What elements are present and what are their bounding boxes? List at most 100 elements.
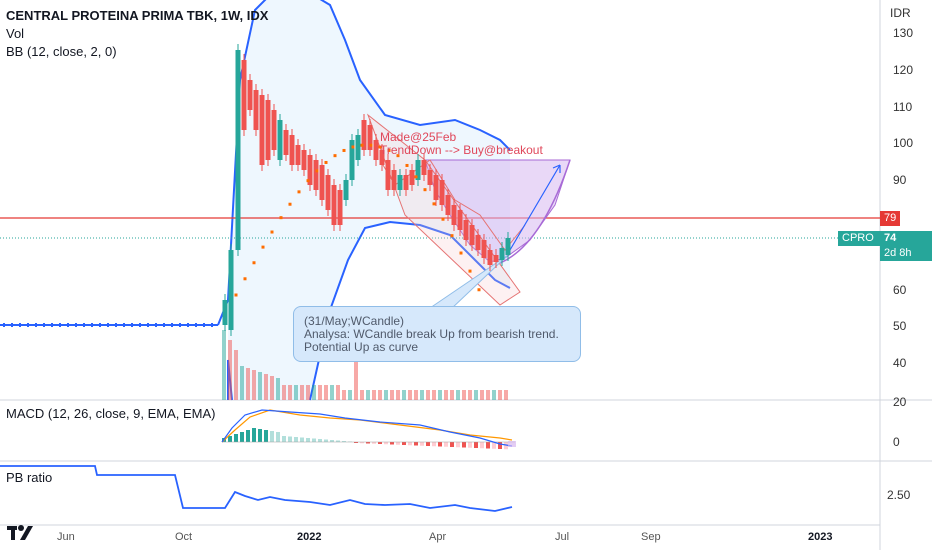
volume-bar [264,374,268,400]
candle-body [403,175,409,190]
candle-body [415,160,421,180]
price-tick-100: 100 [893,136,914,150]
candle-body [307,155,313,185]
candle-body [475,235,481,250]
bb-flat-marker [163,323,165,327]
candle-body [277,120,283,160]
macd-histogram-bar [336,440,340,442]
bb-flat-marker [131,323,133,327]
candle-body [319,165,325,200]
bb-flat-marker [211,323,213,327]
sar-marker [315,169,319,173]
volume-bar [294,385,298,400]
candle-body [451,205,457,225]
macd-label[interactable]: MACD (12, 26, close, 9, EMA, EMA) [6,406,216,421]
tradingview-logo-icon[interactable] [6,522,36,544]
pb-ratio-label[interactable]: PB ratio [6,470,53,485]
symbol-title[interactable]: CENTRAL PROTEINA PRIMA TBK, 1W, IDX [6,8,269,23]
macd-histogram-bar [420,442,424,446]
candle-body [295,145,301,165]
ticker-tag[interactable]: CPRO [838,231,880,246]
macd-histogram-bar [456,442,460,448]
macd-histogram-bar [270,431,274,442]
bb-flat-marker [187,323,189,327]
macd-histogram-bar [402,442,406,445]
sar-marker [369,143,373,147]
projection-arrow-head [552,164,561,173]
candle-body [241,60,247,130]
last-price-tag: 74 [880,231,932,246]
sar-marker [423,188,427,192]
macd-histogram-bar [492,442,496,449]
macd-histogram-bar [384,442,388,445]
macd-histogram-bar [462,442,466,448]
bb-indicator-label[interactable]: BB (12, close, 2, 0) [6,44,117,59]
candle-body [343,180,349,200]
macd-cup-marker [508,441,516,447]
candle-body [337,190,343,225]
bb-flat-marker [75,323,77,327]
macd-histogram-bar [276,432,280,442]
candle-body [499,248,505,260]
time-tick-oct: Oct [175,531,193,543]
macd-histogram-bar [228,436,232,442]
volume-bar [504,390,508,400]
candle-body [493,255,499,262]
macd-histogram-bar [252,428,256,442]
volume-bar [300,385,304,400]
candle-body [409,170,415,185]
cup-curve-line [494,159,571,266]
candle-body [325,175,331,210]
vol-indicator-label[interactable]: Vol [6,26,25,41]
candle-body [253,90,259,130]
candle-body [445,195,451,215]
macd-histogram-bar [324,439,328,442]
candle-body [259,95,265,165]
candle-body [222,300,228,325]
candle-body [481,240,487,258]
sar-marker [243,277,247,281]
macd-histogram-bar [330,440,334,442]
candle-body [373,140,379,160]
price-tick-50: 50 [893,319,907,333]
volume-bar [444,390,448,400]
annotation-made[interactable]: Made@25Feb [380,130,457,144]
bb-flat-marker [171,323,173,327]
bb-upper-band [217,0,511,326]
sar-marker [279,216,283,220]
candle-body [427,170,433,185]
macd-histogram-bar [318,439,322,442]
bb-fill [228,0,510,400]
macd-histogram-bar [450,442,454,447]
macd-histogram-bar [300,437,304,442]
macd-histogram-bar [438,442,442,447]
volume-bar [372,390,376,400]
macd-histogram-bar [414,442,418,446]
volume-bar [384,390,388,400]
volume-bar [288,385,292,400]
candle-body [457,210,463,230]
sar-marker [468,269,472,273]
macd-histogram-bar [282,436,286,442]
volume-bar [324,385,328,400]
macd-histogram-bar [432,442,436,447]
bb-flat-marker [203,323,205,327]
volume-bar [378,390,382,400]
analysis-callout[interactable]: (31/May;WCandle) Analysa: WCandle break … [293,306,581,362]
volume-bar [258,372,262,400]
sar-marker [324,160,328,164]
currency-label: IDR [890,6,911,20]
macd-histogram-bar [396,442,400,445]
macd-histogram-bar [294,437,298,442]
volume-bar [342,390,346,400]
candle-body [247,80,253,110]
candle-body [301,150,307,170]
volume-bar [468,390,472,400]
candle-body [361,120,367,150]
annotation-trend[interactable]: TrendDown --> Buy@breakout [380,143,543,157]
bb-flat-marker [99,323,101,327]
bb-flat-marker [19,323,21,327]
candle-body [271,110,277,150]
countdown-tag: 2d 8h [880,246,932,261]
